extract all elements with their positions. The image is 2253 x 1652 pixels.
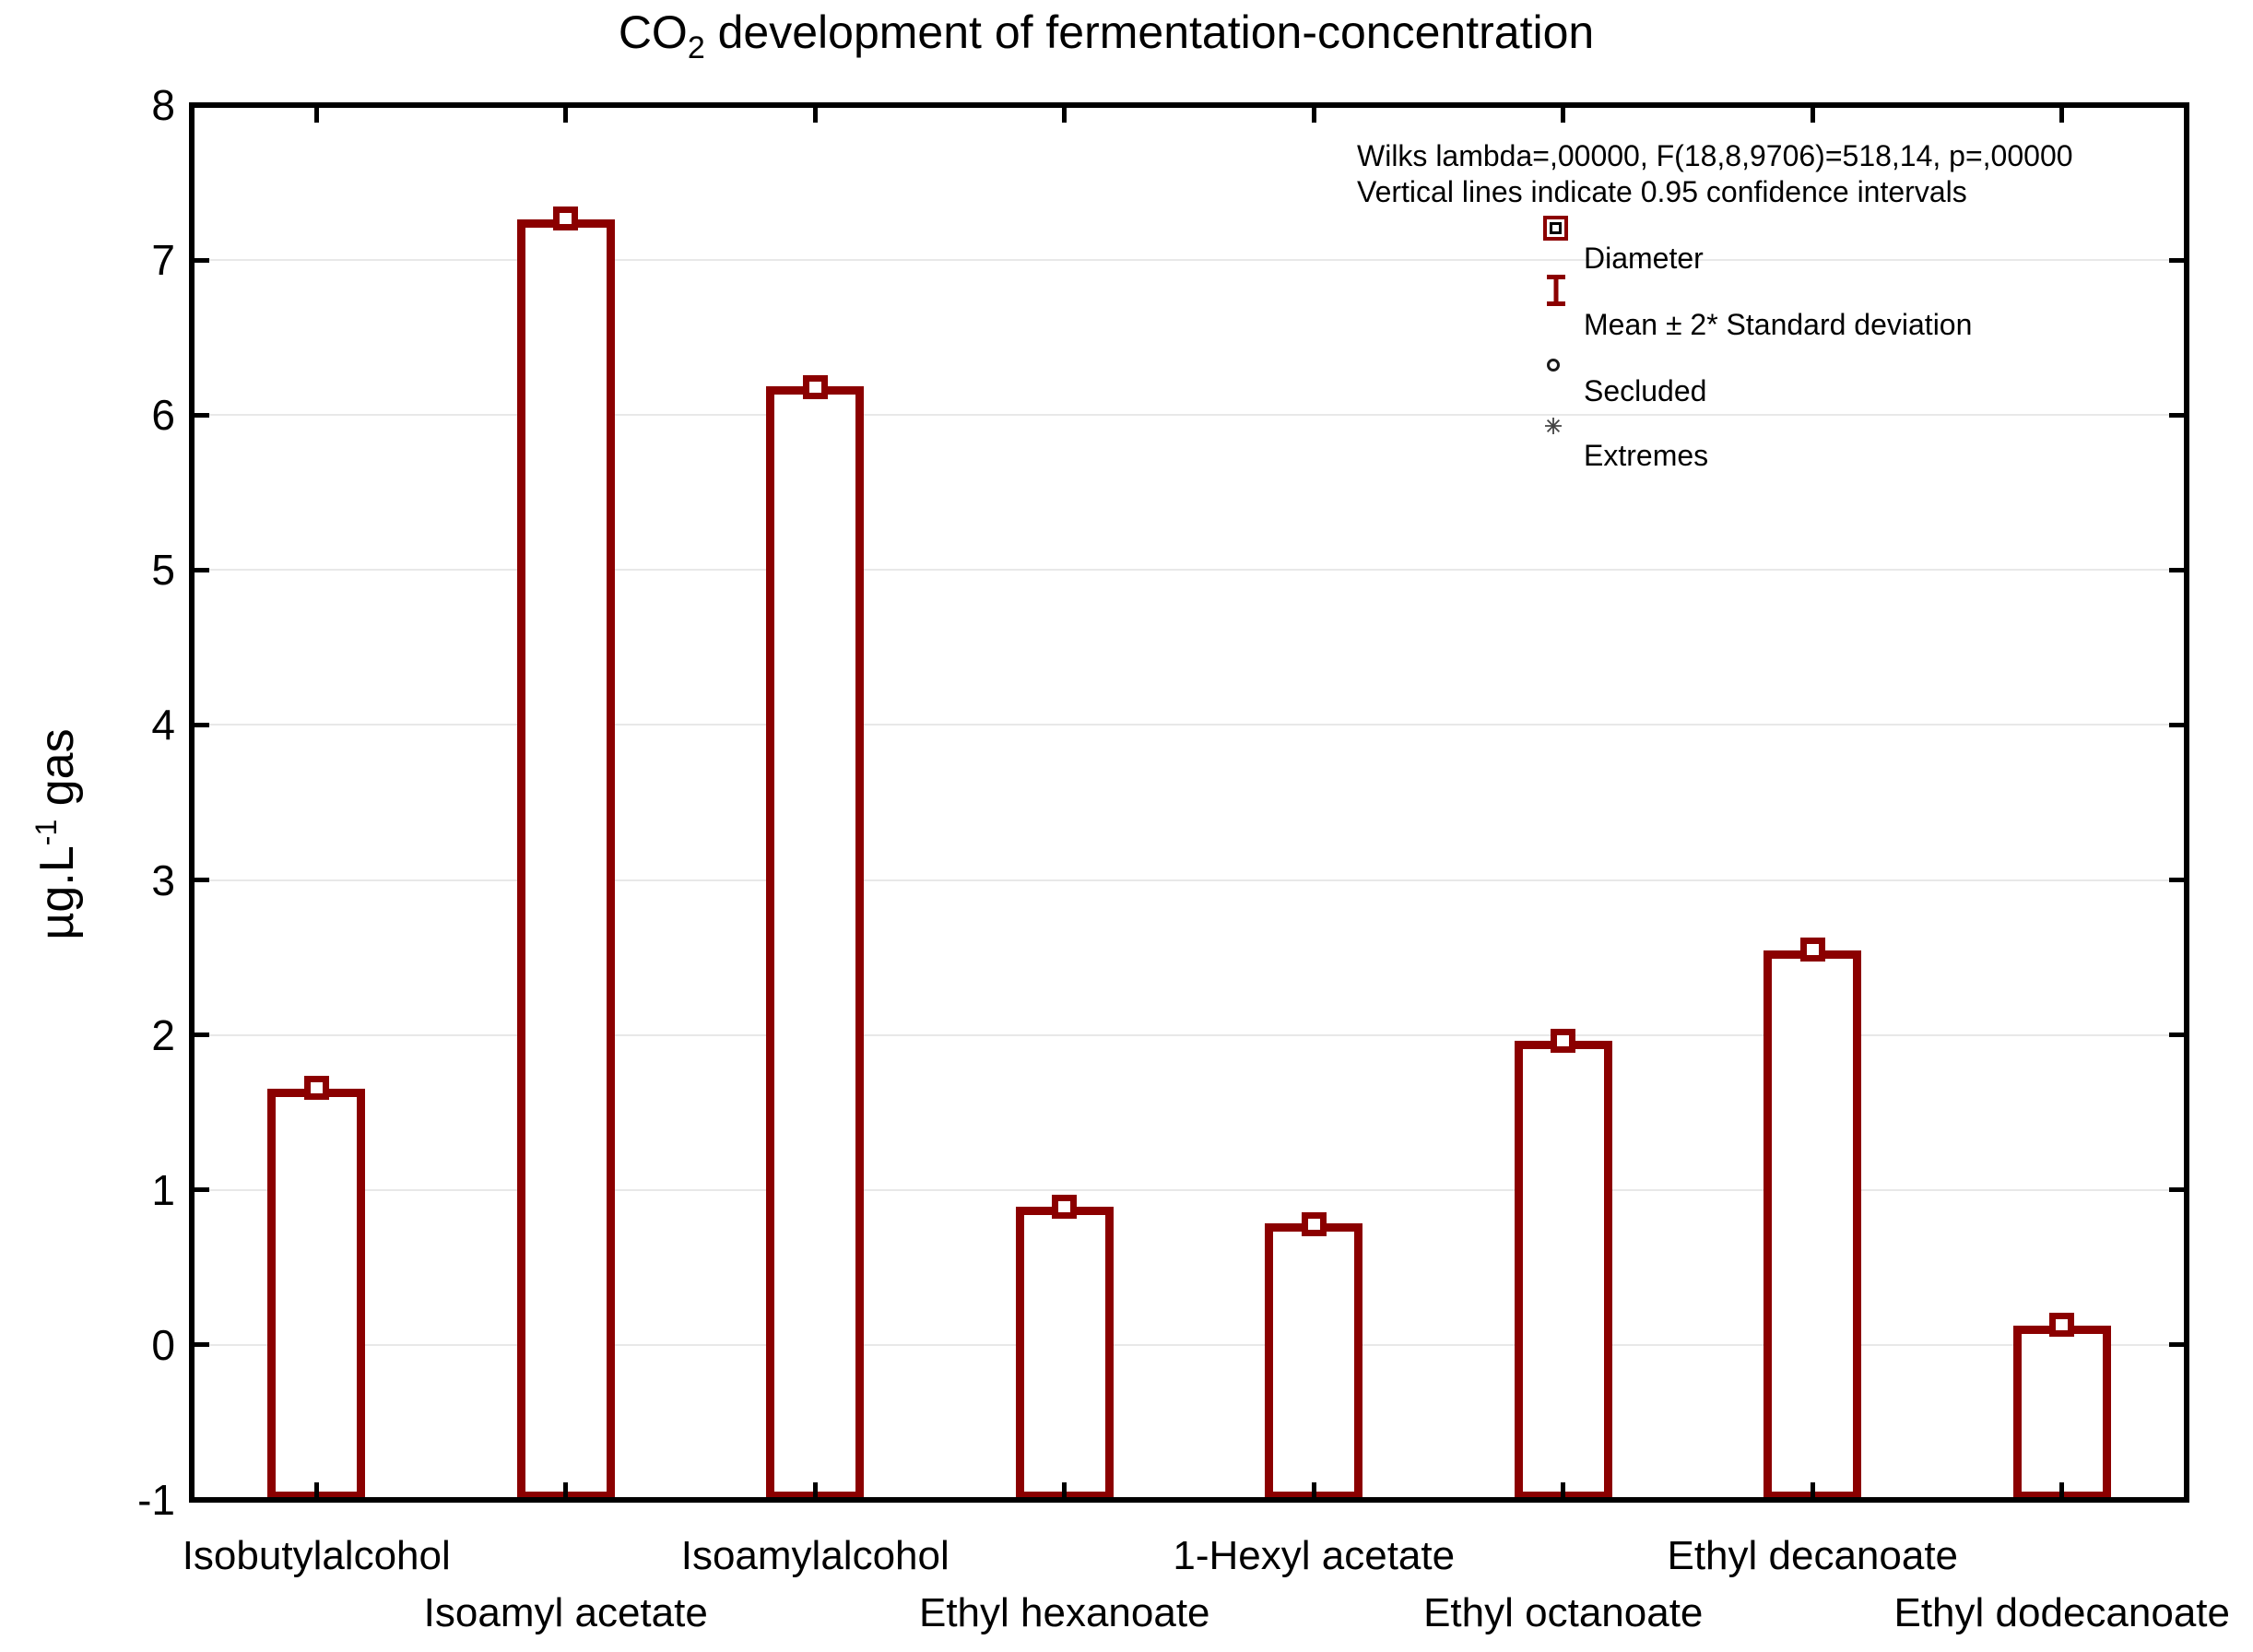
x-category-label: Isoamyl acetate	[423, 1590, 708, 1635]
x-axis-tick-bottom	[2059, 1482, 2065, 1497]
x-category-label: Ethyl hexanoate	[918, 1590, 1210, 1635]
y-axis-tick-label: 0	[151, 1320, 175, 1369]
mean-marker	[303, 1075, 329, 1100]
y-axis-tick-right	[2169, 1032, 2184, 1038]
y-axis-tick-right	[2169, 722, 2184, 727]
secluded-circle-icon	[1547, 359, 1560, 372]
y-axis-tick-label: -1	[137, 1476, 175, 1524]
bar	[2012, 1326, 2111, 1500]
bar	[1514, 1040, 1612, 1500]
y-axis-tick-label: 4	[151, 701, 175, 749]
y-axis-title-superscript: -1	[29, 819, 63, 846]
mean-marker	[553, 206, 579, 230]
y-gridline	[195, 414, 2184, 417]
y-axis-tick-right	[2169, 257, 2184, 263]
y-gridline	[195, 724, 2184, 726]
bar	[267, 1088, 366, 1500]
extremes-asterisk-icon	[1544, 417, 1563, 440]
x-axis-tick-top	[1062, 108, 1068, 123]
y-gridline	[195, 879, 2184, 881]
y-axis-tick-left	[195, 102, 209, 108]
y-axis-title: µg.L-1 gas	[29, 728, 85, 939]
x-axis-tick-bottom	[1561, 1482, 1566, 1497]
y-gridline	[195, 1033, 2184, 1036]
mean-marker	[1052, 1195, 1078, 1220]
x-category-label: Ethyl dodecanoate	[1893, 1590, 2230, 1635]
y-axis-tick-label: 7	[151, 236, 175, 285]
mean-marker	[1799, 938, 1825, 962]
y-axis-tick-label: 5	[151, 546, 175, 595]
y-gridline	[195, 259, 2184, 262]
x-axis-tick-bottom	[1810, 1482, 1815, 1497]
y-axis-tick-label: 2	[151, 1010, 175, 1059]
y-gridline	[195, 1343, 2184, 1346]
x-axis-tick-top	[1810, 108, 1815, 123]
y-axis-tick-right	[2169, 1497, 2184, 1503]
x-axis-tick-bottom	[563, 1482, 569, 1497]
chart-title-subscript: 2	[687, 30, 705, 65]
mean-marker	[2049, 1313, 2075, 1338]
y-axis-tick-label: 8	[151, 81, 175, 129]
stats-annotation-line2: Vertical lines indicate 0.95 confidence …	[1357, 175, 1967, 208]
y-axis-tick-label: 1	[151, 1165, 175, 1214]
x-category-label: Ethyl octanoate	[1423, 1590, 1704, 1635]
y-axis-tick-right	[2169, 567, 2184, 572]
y-axis-tick-left	[195, 1497, 209, 1503]
mean-marker	[1551, 1029, 1576, 1054]
x-category-label: Isoamylalcohol	[680, 1533, 950, 1578]
y-axis-tick-right	[2169, 878, 2184, 883]
y-gridline	[195, 569, 2184, 572]
x-axis-tick-bottom	[812, 1482, 818, 1497]
y-axis-tick-left	[195, 1342, 209, 1348]
bar	[1265, 1223, 1363, 1500]
mean-marker	[1301, 1211, 1327, 1236]
y-axis-tick-right	[2169, 102, 2184, 108]
legend-label-diameter: Diameter	[1584, 242, 1704, 275]
y-axis-tick-left	[195, 878, 209, 883]
x-axis-tick-top	[1311, 108, 1316, 123]
y-axis-tick-left	[195, 257, 209, 263]
x-axis-tick-bottom	[1062, 1482, 1068, 1497]
x-axis-tick-bottom	[313, 1482, 319, 1497]
y-axis-tick-right	[2169, 412, 2184, 418]
x-axis-tick-top	[1561, 108, 1566, 123]
x-axis-tick-top	[313, 108, 319, 123]
y-axis-tick-left	[195, 412, 209, 418]
x-category-label: 1-Hexyl acetate	[1173, 1533, 1456, 1578]
y-axis-tick-right	[2169, 1187, 2184, 1193]
y-axis-tick-left	[195, 722, 209, 727]
x-category-label: Ethyl decanoate	[1667, 1533, 1959, 1578]
error-bar-icon	[1545, 275, 1567, 311]
y-axis-tick-label: 6	[151, 391, 175, 440]
legend-label-mean-sd: Mean ± 2* Standard deviation	[1584, 308, 1973, 341]
diameter-square-icon	[1543, 216, 1568, 241]
x-axis-tick-bottom	[1311, 1482, 1316, 1497]
y-axis-tick-left	[195, 567, 209, 572]
x-category-label: Isobutylalcohol	[182, 1533, 451, 1578]
stats-annotation-line1: Wilks lambda=,00000, F(18,8,9706)=518,14…	[1357, 139, 2073, 172]
legend-label-secluded: Secluded	[1584, 374, 1707, 407]
x-axis-tick-top	[563, 108, 569, 123]
y-axis-tick-label: 3	[151, 856, 175, 904]
chart-title: CO2 development of fermentation-concentr…	[619, 6, 1594, 66]
mean-marker	[802, 374, 828, 399]
bar	[1763, 950, 1862, 1500]
x-axis-tick-top	[812, 108, 818, 123]
bar	[1015, 1206, 1114, 1500]
diameter-square-icon-inner	[1550, 222, 1562, 234]
y-axis-tick-left	[195, 1187, 209, 1193]
x-axis-tick-top	[2059, 108, 2065, 123]
bar	[516, 218, 615, 1500]
bar	[766, 386, 865, 1500]
chart-title-post: development of fermentation-concentratio…	[704, 6, 1595, 58]
y-gridline	[195, 1188, 2184, 1191]
y-axis-tick-left	[195, 1032, 209, 1038]
y-axis-tick-right	[2169, 1342, 2184, 1348]
chart-title-pre: CO	[618, 6, 688, 58]
legend-label-extremes: Extremes	[1584, 439, 1709, 472]
